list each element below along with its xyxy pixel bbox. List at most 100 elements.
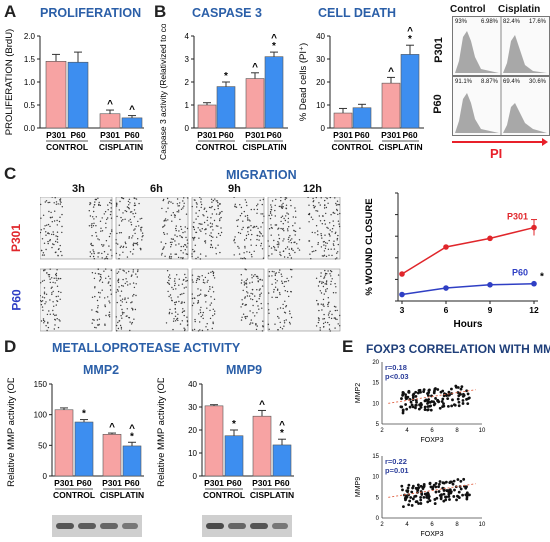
trend-line: [388, 483, 476, 498]
cell-dot: [121, 301, 124, 303]
scatter-point: [416, 483, 420, 487]
cell-dot: [174, 320, 177, 322]
scatter-point: [448, 498, 451, 501]
cell-dot: [233, 197, 235, 198]
cell-dot: [118, 232, 121, 234]
cell-dot: [336, 200, 339, 202]
cell-dot: [278, 271, 280, 274]
cell-dot: [293, 241, 295, 244]
cell-dot: [94, 326, 96, 329]
cell-dot: [279, 293, 281, 296]
cell-dot: [251, 289, 254, 291]
cell-dot: [199, 329, 201, 331]
scatter-point: [466, 402, 470, 406]
cell-dot: [244, 215, 247, 217]
cell-dot: [315, 225, 318, 227]
cell-dot: [175, 244, 177, 246]
cell-dot: [325, 255, 328, 258]
cell-dot: [217, 201, 219, 204]
cell-dot: [269, 211, 272, 213]
cell-dot: [173, 318, 175, 320]
cell-dot: [135, 198, 138, 200]
cell-dot: [178, 211, 180, 213]
scatter-point: [433, 387, 437, 391]
cell-dot: [336, 257, 338, 259]
cell-dot: [55, 272, 58, 275]
scatter-point: [422, 482, 426, 486]
cell-dot: [61, 254, 63, 257]
significance-mark: ^: [109, 422, 115, 433]
cell-dot: [280, 197, 282, 199]
cell-dot: [47, 274, 50, 276]
cell-dot: [329, 270, 332, 272]
cell-dot: [245, 201, 248, 203]
bar: [245, 78, 265, 129]
scatter-point: [414, 406, 417, 410]
cell-dot: [120, 216, 122, 219]
y-tick-label: 4: [185, 32, 190, 41]
cell-dot: [285, 204, 288, 206]
cell-dot: [204, 276, 207, 279]
cell-dot: [243, 252, 245, 254]
cell-dot: [210, 296, 212, 298]
cell-dot: [115, 205, 118, 207]
cell-dot: [244, 258, 247, 260]
cell-dot: [57, 248, 60, 251]
cell-dot: [183, 310, 186, 312]
cell-dot: [212, 321, 214, 323]
y-tick-label: 30: [188, 403, 197, 412]
cell-dot: [54, 324, 56, 326]
cell-dot: [165, 211, 167, 213]
cell-dot: [163, 225, 165, 228]
cell-dot: [116, 330, 118, 332]
bar: [216, 86, 236, 129]
cell-dot: [200, 289, 202, 291]
cell-dot: [121, 308, 123, 311]
cell-dot: [44, 225, 46, 227]
cell-dot: [245, 279, 247, 282]
flow-histograms-p60: [455, 77, 547, 135]
scatter-point: [440, 400, 444, 403]
y-tick-label: 5: [376, 495, 380, 501]
cell-dot: [289, 313, 291, 315]
proliferation-title: PROLIFERATION: [40, 6, 142, 20]
cell-dot: [93, 218, 95, 220]
cell-dot: [104, 323, 106, 325]
cell-dot: [53, 277, 55, 279]
cell-dot: [328, 324, 331, 326]
cell-dot: [120, 245, 122, 247]
cell-dot: [323, 305, 325, 307]
scatter-point: [402, 505, 405, 509]
cell-dot: [107, 296, 109, 298]
cell-dot: [51, 246, 53, 249]
cell-dot: [329, 229, 331, 231]
cell-dot: [200, 206, 202, 209]
cell-dot: [106, 218, 108, 221]
cell-dot: [118, 209, 121, 211]
cell-dot: [56, 241, 59, 243]
cell-dot: [135, 294, 137, 297]
flow-pct: 91.1%: [455, 79, 473, 85]
cell-dot: [108, 281, 110, 283]
y-tick-label: 10: [372, 401, 379, 407]
group-label: CONTROL: [53, 490, 95, 500]
cell-dot: [234, 236, 236, 238]
cell-dot: [209, 317, 212, 320]
cell-dot: [194, 318, 196, 321]
cell-dot: [109, 233, 112, 235]
cell-dot: [41, 296, 44, 298]
cell-dot: [246, 278, 248, 280]
cell-dot: [325, 283, 327, 285]
cell-dot: [270, 226, 273, 229]
cell-dot: [49, 281, 51, 284]
cell-dot: [268, 312, 270, 314]
cell-dot: [115, 324, 118, 327]
cell-dot: [285, 319, 287, 321]
cell-dot: [47, 223, 50, 226]
cell-dot: [164, 255, 166, 257]
group-label: CONTROL: [195, 142, 237, 152]
cell-dot: [178, 209, 180, 211]
cell-dot: [257, 227, 259, 229]
cell-dot: [207, 290, 210, 292]
cell-dot: [275, 282, 277, 284]
